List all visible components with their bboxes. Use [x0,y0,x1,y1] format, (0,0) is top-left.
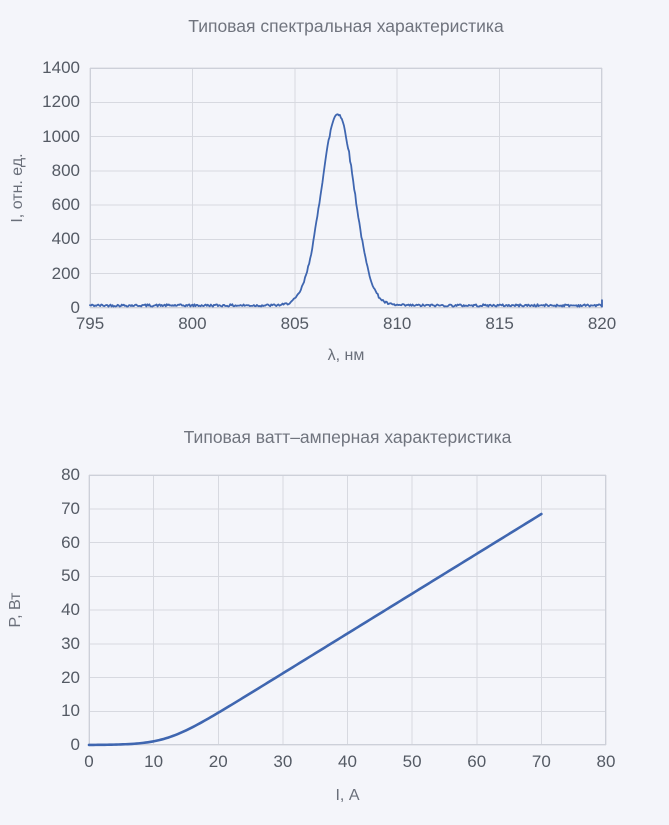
y-tick-label: 600 [51,195,80,215]
x-tick-label: 795 [75,314,105,333]
watt-ampere-x-axis-title: I, А [335,787,360,804]
spectral-plot [89,67,603,309]
y-tick-label: 30 [61,633,80,653]
y-tick-label: 10 [61,701,80,721]
y-tick-label: 800 [51,160,80,180]
x-tick-label: 805 [280,314,309,333]
watt-ampere-chart-title: Типовая ватт–амперная характеристика [183,427,512,447]
x-tick-label: 60 [467,752,487,771]
x-tick-label: 40 [338,752,357,771]
x-tick-label: 50 [402,752,422,771]
spectral-y-axis-title: I, отн. ед. [9,153,26,223]
y-tick-label: 1400 [42,58,80,77]
y-tick-label: 1000 [42,126,80,146]
y-tick-label: 1200 [42,92,80,112]
x-tick-label: 815 [485,314,514,333]
y-tick-label: 20 [61,667,80,687]
y-tick-label: 0 [70,298,80,317]
y-tick-label: 60 [61,532,80,552]
x-tick-label: 80 [596,752,616,771]
x-tick-label: 10 [144,752,164,771]
y-tick-label: 80 [61,465,80,484]
x-tick-label: 0 [84,752,94,771]
watt-ampere-plot [87,474,607,747]
y-tick-label: 200 [51,263,80,283]
x-tick-label: 70 [531,752,551,771]
x-tick-label: 810 [383,314,412,333]
y-tick-label: 400 [51,229,80,249]
y-tick-label: 50 [61,566,80,586]
y-tick-label: 40 [61,600,80,619]
spectral-x-axis-title: λ, нм [327,347,365,364]
y-tick-label: 0 [70,735,80,754]
x-tick-label: 800 [178,314,207,333]
x-tick-label: 20 [208,752,228,771]
y-tick-label: 70 [61,498,80,518]
spectral-chart-title: Типовая спектральная характеристика [188,16,504,36]
x-tick-label: 30 [273,752,293,771]
x-tick-label: 820 [587,314,617,333]
